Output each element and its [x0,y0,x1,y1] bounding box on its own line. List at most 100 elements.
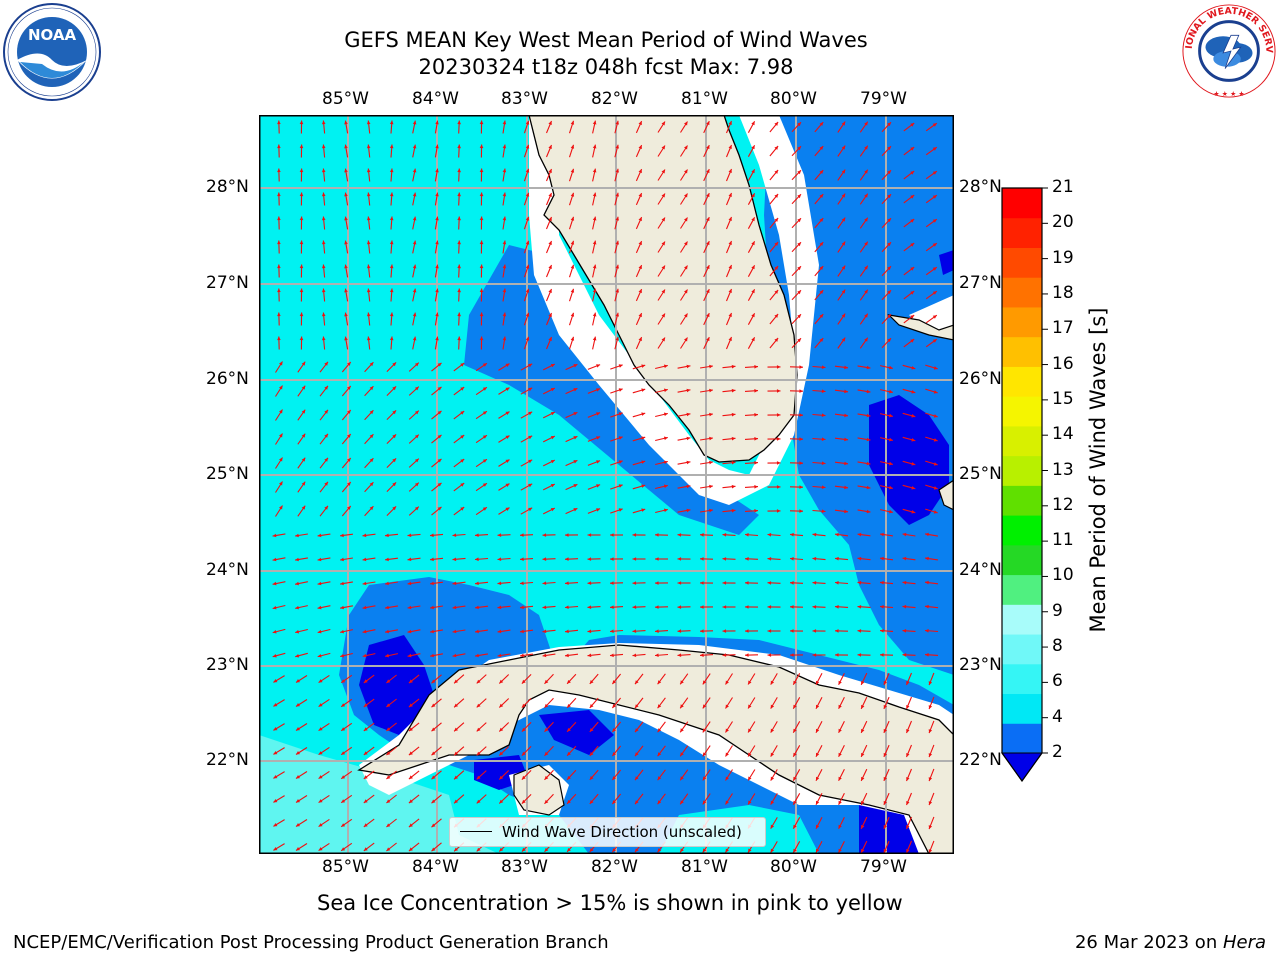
wind-vector-head [347,506,351,510]
wind-vector-head [273,727,278,731]
wind-vector-head [589,728,594,732]
wind-vector-head [835,581,839,585]
wind-vector-head [363,751,368,755]
wind-vector-head [725,800,729,805]
wind-vector-head [790,557,794,561]
wind-vector-head [295,605,299,610]
lat-label-right: 28°N [959,177,1002,197]
wind-vector-head [615,192,619,197]
wind-vector-head [638,145,642,150]
wind-vector-head [684,145,688,150]
wind-vector-head [799,509,803,513]
wind-vector-head [295,654,300,658]
wind-vector-head [663,508,668,513]
colorbar-tick-label: 4 [1052,706,1063,727]
wind-vector-head [548,121,552,125]
wind-vector-head [499,847,504,852]
wind-vector-head [321,120,326,125]
wind-vector-head [475,605,479,610]
wind-vector-head [632,557,637,561]
wind-vector-head [570,144,575,149]
wind-vector-head [408,679,413,684]
wind-vector-head [641,364,646,368]
wind-vector-head [812,629,817,633]
wind-vector-head [702,848,707,853]
wind-vector-head [528,363,533,368]
wind-vector-head [819,122,824,126]
lon-label-bottom: 83°W [501,857,548,877]
wind-vector-head [385,629,389,634]
period-6-8-zone [259,735,499,854]
wind-vector-head [857,532,862,537]
wind-vector-head [928,705,933,710]
wind-vector-head [793,680,797,685]
wind-vector-head [548,265,552,269]
wind-vector-head [776,365,781,369]
wind-vector-head [273,679,278,683]
lon-label-top: 85°W [322,89,369,109]
wind-vector-head [386,703,391,707]
wind-vector-head [835,532,839,537]
wind-vector-head [344,192,348,197]
chart-subtitle: 20230324 t18z 048h fcst Max: 7.98 [418,55,794,79]
wind-vector-head [680,752,684,757]
wind-vector-head [655,653,659,657]
wind-vector-head [318,823,323,827]
wind-vector-head [911,462,916,466]
wind-vector-head [706,337,710,342]
wind-vector-head [906,801,910,805]
wind-vector-head [437,386,442,391]
wind-vector-head [615,240,619,245]
wind-vector-head [932,147,937,151]
lat-label-right: 26°N [959,369,1002,389]
wind-vector-head [321,240,326,245]
wind-vector-head [774,218,779,222]
wind-vector-head [573,388,578,392]
colorbar [1001,187,1048,788]
wind-vector-head [460,387,465,391]
wind-vector-head [661,193,665,198]
wind-vector-head [731,436,736,441]
wind-vector-head [415,410,419,415]
wind-vector-head [521,679,526,684]
wind-vector-head [754,509,758,513]
footer-machine: Hera [1222,932,1266,953]
wind-vector-head [369,362,374,367]
lat-label-left: 23°N [206,655,249,675]
wind-vector-head [565,629,569,634]
wind-vector-head [592,192,597,197]
wind-vector-head [632,533,637,537]
wind-vector-head [774,290,779,294]
wind-vector-head [565,533,569,537]
colorbar-tick-label: 14 [1052,424,1074,445]
colorbar-tick-label: 12 [1052,494,1074,515]
wind-vector-head [525,144,530,149]
wind-vector-head [525,120,530,125]
wind-vector-head [661,169,665,174]
wind-vector-head [273,847,278,851]
wind-vector-head [728,313,732,317]
wind-vector-head [812,556,817,561]
wind-vector-head [857,580,862,585]
wind-vector-head [677,653,682,657]
wind-vector-head [709,484,713,489]
wind-vector-head [610,557,614,561]
wind-vector-head [776,389,781,393]
wind-vector-head [570,192,575,197]
wind-vector-head [684,265,688,270]
wind-vector-head [457,312,461,317]
wind-vector-head [933,414,938,418]
wind-vector-head [767,605,772,609]
wind-vector-head [277,264,281,269]
wind-vector-head [861,680,865,685]
wind-vector-head [615,216,619,221]
wind-vector-head [799,413,803,417]
wind-vector-head [341,823,346,827]
wind-vector-head [502,240,507,245]
wind-vector-head [341,727,346,731]
wind-vector-head [596,508,601,512]
wind-vector-head [706,289,710,294]
wind-vector-head [550,388,555,392]
wind-vector-head [841,121,846,126]
wind-vector-head [797,290,801,295]
